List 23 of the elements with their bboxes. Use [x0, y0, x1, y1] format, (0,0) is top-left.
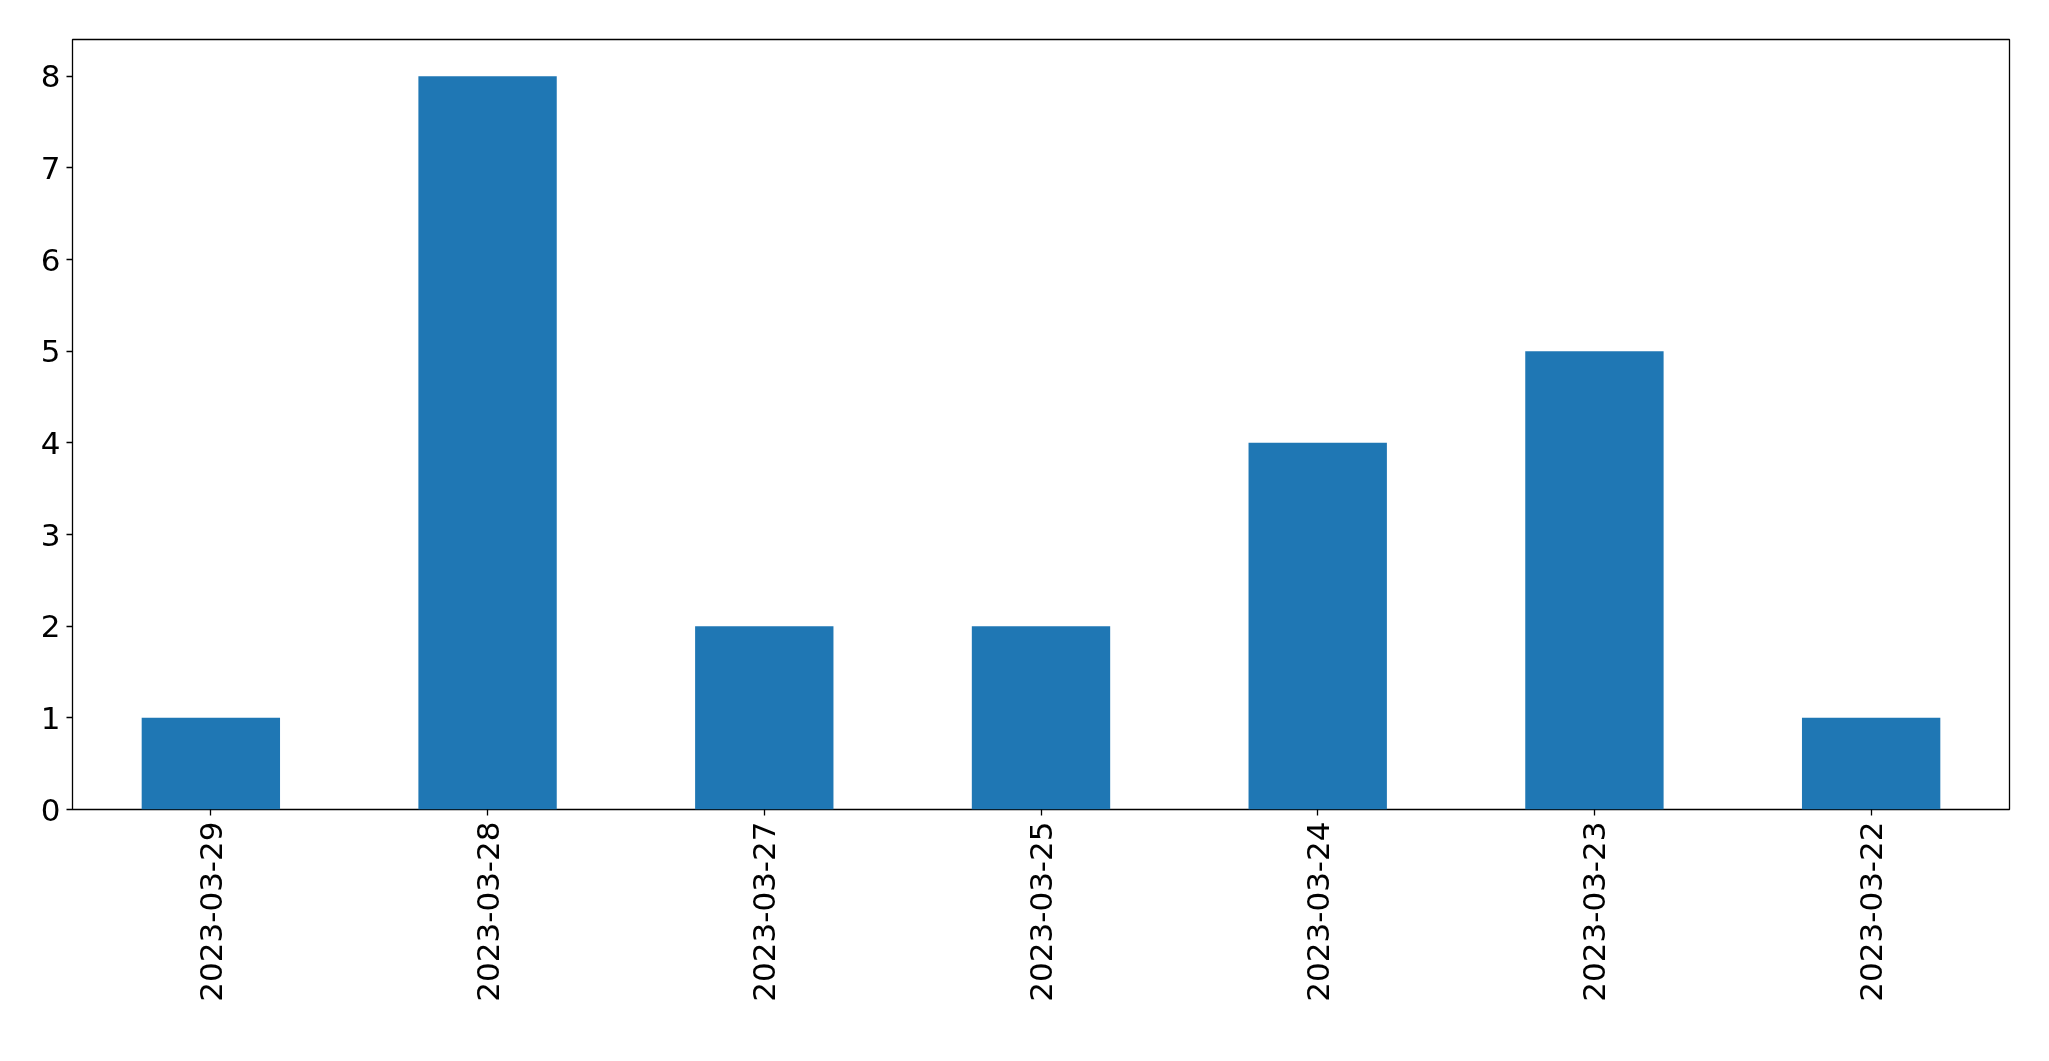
bar: [1525, 351, 1664, 810]
x-tick-label: 2023-03-29: [192, 821, 229, 1002]
bar: [141, 717, 281, 810]
y-tick-label: 6: [40, 241, 61, 278]
x-tick-label: 2023-03-22: [1853, 821, 1890, 1002]
x-tick-label: 2023-03-23: [1576, 821, 1613, 1002]
x-tick-label: 2023-03-24: [1299, 821, 1336, 1002]
y-tick-label: 7: [40, 149, 61, 186]
bar: [418, 76, 557, 810]
y-tick-label: 1: [40, 699, 61, 736]
y-tick-label: 2: [40, 608, 61, 645]
y-tick-label: 8: [40, 58, 61, 95]
bar: [971, 626, 1111, 810]
y-tick-label: 5: [40, 333, 61, 370]
x-tick-label: 2023-03-28: [469, 821, 506, 1002]
bar: [1801, 717, 1941, 810]
y-tick-label: 0: [40, 791, 61, 828]
y-tick-label: 4: [40, 424, 61, 461]
x-tick-label: 2023-03-27: [746, 821, 783, 1002]
y-tick-label: 3: [40, 516, 61, 553]
bar: [695, 626, 834, 810]
bar: [1248, 442, 1387, 810]
x-tick-label: 2023-03-25: [1023, 821, 1059, 1002]
